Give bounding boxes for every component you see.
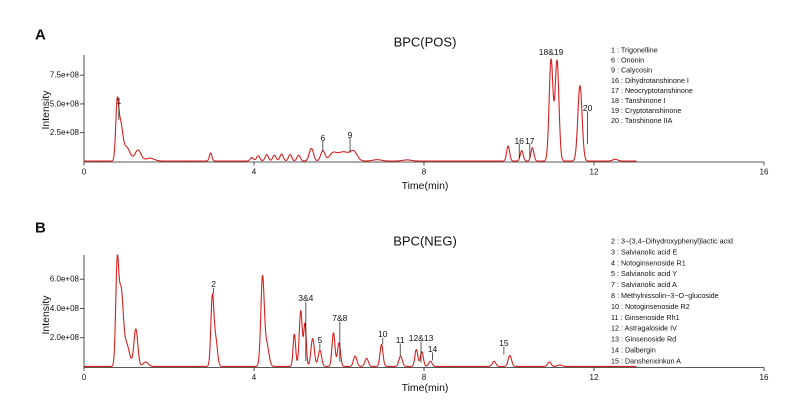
y-tick-label: 2.5e+08 (50, 128, 80, 137)
y-axis-label: Intensity (40, 90, 52, 130)
peak-label: 14 (428, 344, 438, 354)
legend-entry: 12 : Astragaloside IV (611, 324, 677, 333)
panel-a: A BPC(POS) Intensity Time(min) 0 4 8 12 162.… (35, 27, 769, 193)
y-tick-label: 6.0e+08 (50, 275, 80, 284)
peak-label: 10 (378, 329, 388, 339)
peak-label: 18&19 (539, 47, 564, 57)
peak-label: 5 (318, 335, 323, 345)
x-tick-label: 8 (422, 373, 427, 382)
peak-label: 3&4 (298, 293, 313, 303)
peak-label: 12&13 (409, 333, 434, 343)
chart-title-pos: BPC(POS) (394, 35, 457, 50)
panel-label-b: B (35, 220, 46, 237)
legend-entry: 5 : Salvianolic acid Y (611, 269, 677, 278)
peak-label: 16 (514, 136, 524, 146)
peak-label: 11 (396, 335, 405, 345)
legend-entry: 2 : 3−(3,4−Dihydroxyphenyl)lactic acid (611, 237, 733, 246)
panel-label-a: A (35, 27, 46, 44)
legend-entry: 15 : Danshenxinkun A (611, 356, 681, 365)
y-tick-label: 7.5e+08 (50, 71, 80, 80)
panel-b: B BPC(NEG) Intensity Time(min) 0 4 8 12 16 2.… (35, 220, 769, 395)
peak-label: 20 (583, 103, 593, 113)
chart-title-neg: BPC(NEG) (393, 234, 457, 249)
peak-label: 6 (320, 133, 325, 143)
x-tick-label: 4 (252, 168, 257, 177)
x-tick-label: 16 (760, 373, 769, 382)
plot-area-neg: 0 4 8 12 16 2.0e+08 4.0e+08 6.0e+08 2 3&4 5 7&8 10 11… (50, 237, 769, 383)
legend-entry: 7 : Salvianolic acid A (611, 280, 677, 289)
legend-entry: 10 : Notoginsenoside R2 (611, 302, 690, 311)
x-tick-label: 8 (422, 168, 427, 177)
legend-entry: 3 : Salvianolic acid E (611, 247, 678, 256)
x-axis-label: Time(min) (402, 180, 449, 192)
legend-entry: 13 : Ginsenoside Rd (611, 335, 676, 344)
x-tick-label: 0 (82, 168, 87, 177)
x-tick-label: 12 (590, 373, 599, 382)
peak-label: 2 (211, 279, 216, 289)
x-axis-label: Time(min) (402, 382, 449, 394)
peak-label: 7&8 (332, 313, 347, 323)
legend-entry: 20 : Tanshinone IIA (611, 116, 673, 125)
y-tick-label: 5.0e+08 (50, 99, 80, 108)
y-tick-label: 4.0e+08 (50, 304, 80, 313)
x-tick-label: 0 (82, 373, 87, 382)
legend-entry: 18 : Tanshinone I (611, 96, 666, 105)
y-axis-label: Intensity (40, 295, 52, 335)
x-tick-label: 4 (252, 373, 257, 382)
x-tick-label: 16 (760, 168, 769, 177)
legend-entry: 4 : Notoginsenoside R1 (611, 258, 686, 267)
legend-entry: 19 : Cryptotanshinone (611, 106, 681, 115)
legend-entry: 6 : Ononin (611, 56, 644, 65)
peak-label: 1 (116, 96, 121, 106)
legend-entry: 11 : Ginsenoside Rh1 (611, 313, 680, 322)
x-tick-label: 12 (590, 168, 599, 177)
legend-entry: 1 : Trigonelline (611, 46, 658, 55)
peak-label: 17 (525, 136, 535, 146)
legend-entry: 9 : Calycosin (611, 66, 652, 75)
chromatogram-trace (83, 254, 637, 367)
legend-entry: 14 : Dalbergin (611, 346, 656, 355)
legend-entry: 16 : Dihydrotanshinone I (611, 76, 689, 85)
y-tick-label: 2.0e+08 (50, 333, 80, 342)
peak-label: 9 (348, 130, 353, 140)
legend-entry: 8 : Methylnissolin−3−O−glucoside (611, 291, 719, 300)
legend-entry: 17 : Neocryptotanshinone (611, 86, 693, 95)
chromatogram-trace (83, 58, 637, 162)
peak-label: 15 (499, 338, 509, 348)
